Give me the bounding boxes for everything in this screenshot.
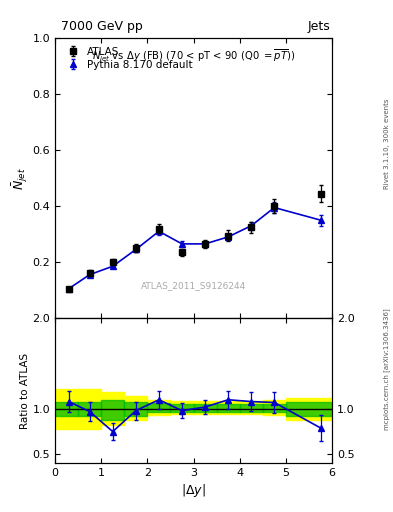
Text: Rivet 3.1.10, 300k events: Rivet 3.1.10, 300k events	[384, 98, 390, 188]
Text: ATLAS_2011_S9126244: ATLAS_2011_S9126244	[141, 281, 246, 290]
Text: mcplots.cern.ch [arXiv:1306.3436]: mcplots.cern.ch [arXiv:1306.3436]	[384, 308, 390, 430]
Text: Jets: Jets	[307, 20, 330, 33]
Legend: ATLAS, Pythia 8.170 default: ATLAS, Pythia 8.170 default	[60, 44, 196, 73]
X-axis label: $|\Delta y|$: $|\Delta y|$	[181, 482, 206, 499]
Text: 7000 GeV pp: 7000 GeV pp	[61, 20, 143, 33]
Text: $N_{jet}$ vs $\Delta y$ (FB) (70 < pT < 90 (Q0 $=\overline{pT}$)): $N_{jet}$ vs $\Delta y$ (FB) (70 < pT < …	[92, 47, 295, 63]
Y-axis label: Ratio to ATLAS: Ratio to ATLAS	[20, 353, 29, 429]
Y-axis label: $\bar{N}_{jet}$: $\bar{N}_{jet}$	[10, 167, 29, 189]
